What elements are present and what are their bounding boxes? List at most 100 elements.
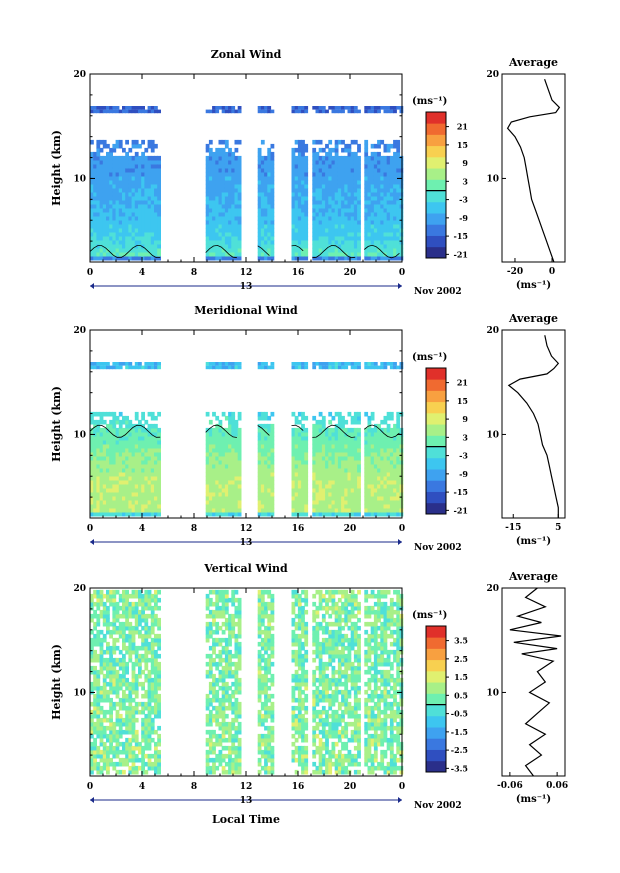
heatmap-cell xyxy=(270,219,275,225)
heatmap-cell xyxy=(380,507,385,513)
heatmap-cell xyxy=(150,439,155,445)
heatmap-cell xyxy=(96,677,101,683)
heatmap-cell xyxy=(337,203,342,209)
heatmap-cell xyxy=(373,155,378,161)
heatmap-cell xyxy=(150,191,155,197)
heatmap-cell xyxy=(328,479,333,485)
heatmap-cell xyxy=(328,203,333,209)
heatmap-cell xyxy=(304,167,309,173)
heatmap-cell xyxy=(93,207,97,213)
heatmap-cell xyxy=(144,737,149,743)
heatmap-cell xyxy=(304,443,309,449)
heatmap-cell xyxy=(364,215,369,221)
heatmap-cell xyxy=(297,183,302,189)
heatmap-cell xyxy=(315,231,320,237)
heatmap-cell xyxy=(364,455,369,461)
heatmap-cell xyxy=(364,211,369,217)
heatmap-cell xyxy=(144,507,149,513)
heatmap-cell xyxy=(291,459,296,465)
heatmap-cell xyxy=(237,255,242,261)
heatmap-cell xyxy=(325,475,329,481)
heatmap-cell xyxy=(325,459,329,465)
heatmap-cell xyxy=(224,443,229,449)
heatmap-cell xyxy=(318,211,323,217)
heatmap-cell xyxy=(347,159,352,165)
heatmap-cell xyxy=(122,511,126,517)
heatmap-cell xyxy=(122,717,126,723)
heatmap-cell xyxy=(212,411,216,417)
heatmap-cell xyxy=(304,451,309,457)
heatmap-cell xyxy=(377,491,381,497)
heatmap-cell xyxy=(208,159,213,165)
heatmap-cell xyxy=(221,155,226,161)
heatmap-cell xyxy=(205,621,210,627)
heatmap-cell xyxy=(312,415,317,421)
heatmap-cell xyxy=(125,649,129,655)
heatmap-cell xyxy=(370,203,375,209)
heatmap-cell xyxy=(344,435,349,441)
heatmap-cell xyxy=(304,463,309,469)
heatmap-cell xyxy=(128,183,133,189)
heatmap-cell xyxy=(353,455,358,461)
heatmap-cell xyxy=(231,503,236,509)
heatmap-cell xyxy=(221,427,226,433)
heatmap-cell xyxy=(221,219,226,225)
heatmap-cell xyxy=(128,649,133,655)
heatmap-cell xyxy=(267,155,272,161)
heatmap-cell xyxy=(318,195,323,201)
heatmap-cell xyxy=(321,211,326,217)
heatmap-cell xyxy=(353,223,358,229)
heatmap-cell xyxy=(141,765,145,771)
heatmap-cell xyxy=(350,503,355,509)
heatmap-cell xyxy=(131,439,136,445)
heatmap-cell xyxy=(377,483,381,489)
heatmap-cell xyxy=(147,219,152,225)
heatmap-cell xyxy=(350,159,355,165)
heatmap-cell xyxy=(331,247,336,253)
heatmap-cell xyxy=(128,709,133,715)
heatmap-cell xyxy=(331,231,336,237)
heatmap-cell xyxy=(157,617,161,623)
colorbar-tick-label: -21 xyxy=(454,505,468,515)
heatmap-cell xyxy=(270,483,275,489)
heatmap-cell xyxy=(267,231,272,237)
heatmap-cell xyxy=(331,491,336,497)
heatmap-cell xyxy=(138,362,142,366)
heatmap-cell xyxy=(234,171,239,177)
heatmap-cell xyxy=(157,211,161,217)
heatmap-cell xyxy=(90,511,94,517)
heatmap-cell xyxy=(144,729,149,735)
colorbar-unit: (ms⁻¹) xyxy=(412,352,447,363)
heatmap-cell xyxy=(93,471,97,477)
heatmap-cell xyxy=(301,415,305,421)
heatmap-cell xyxy=(294,155,299,161)
heatmap-cell xyxy=(90,415,94,421)
heatmap-cell xyxy=(315,187,320,193)
heatmap-cell xyxy=(112,231,117,237)
heatmap-cell xyxy=(228,151,232,157)
heatmap-cell xyxy=(128,507,133,513)
heatmap-cell xyxy=(118,605,123,611)
heatmap-cell xyxy=(109,459,113,465)
heatmap-cell xyxy=(205,765,210,771)
heatmap-cell xyxy=(215,455,220,461)
heatmap-cell xyxy=(154,211,158,217)
heatmap-cell xyxy=(118,211,123,217)
heatmap-cell xyxy=(144,463,149,469)
heatmap-cell xyxy=(312,439,317,445)
heatmap-cell xyxy=(396,423,401,429)
heatmap-cell xyxy=(221,235,226,241)
heatmap-cell xyxy=(237,499,242,505)
heatmap-cell xyxy=(122,463,126,469)
heatmap-cell xyxy=(270,211,275,217)
heatmap-cell xyxy=(147,243,152,249)
heatmap-cell xyxy=(150,447,155,453)
heatmap-cell xyxy=(147,697,152,703)
heatmap-cell xyxy=(96,769,101,775)
heatmap-cell xyxy=(389,187,394,193)
heatmap-cell xyxy=(90,207,94,213)
heatmap-cell xyxy=(399,447,404,453)
heatmap-cell xyxy=(144,203,149,209)
heatmap-cell xyxy=(389,239,394,245)
heatmap-cell xyxy=(144,471,149,477)
